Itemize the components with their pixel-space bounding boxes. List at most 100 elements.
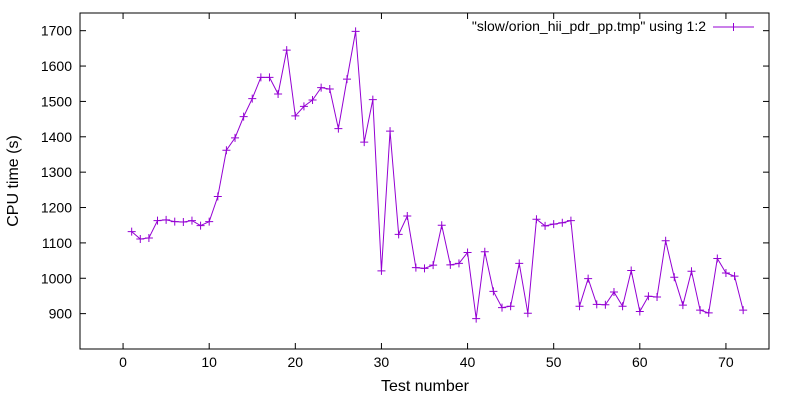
data-point xyxy=(515,259,524,268)
data-point xyxy=(687,267,696,276)
data-point xyxy=(739,306,748,315)
data-point xyxy=(256,73,265,82)
data-point xyxy=(325,85,334,94)
data-point xyxy=(704,308,713,317)
data-point xyxy=(523,309,532,318)
data-point xyxy=(601,300,610,309)
data-point xyxy=(144,233,153,242)
y-tick-label: 1100 xyxy=(42,235,72,251)
data-point xyxy=(678,301,687,310)
series-line xyxy=(131,31,744,319)
data-point xyxy=(239,112,248,121)
data-point xyxy=(670,273,679,282)
data-point xyxy=(721,268,730,277)
data-point xyxy=(162,215,171,224)
data-point xyxy=(635,307,644,316)
data-point xyxy=(627,266,636,275)
data-point xyxy=(618,302,627,311)
axis-ticks: 0 10 20 30 40 50 60 70 900 1000 1100 1200 1300 1400 15… xyxy=(41,13,769,370)
data-point xyxy=(541,221,550,230)
data-point xyxy=(368,95,377,104)
data-point xyxy=(317,83,326,92)
data-point xyxy=(136,235,145,244)
data-point xyxy=(653,293,662,302)
x-tick-label: 70 xyxy=(718,354,734,370)
data-series xyxy=(127,27,748,323)
y-tick-label: 1000 xyxy=(41,270,72,286)
data-point xyxy=(420,264,429,273)
x-tick-label: 10 xyxy=(201,354,217,370)
data-point xyxy=(609,288,618,297)
data-point xyxy=(170,217,179,226)
legend-marker-glyph xyxy=(729,23,738,31)
y-axis-label: CPU time (s) xyxy=(5,135,22,227)
data-point xyxy=(575,302,584,311)
data-point xyxy=(454,259,463,268)
data-point xyxy=(231,133,240,142)
x-tick-label: 20 xyxy=(288,354,304,370)
data-point xyxy=(506,302,515,311)
data-point xyxy=(308,96,317,105)
data-point xyxy=(205,217,214,226)
x-tick-label: 30 xyxy=(374,354,390,370)
data-point xyxy=(489,287,498,296)
data-point xyxy=(696,306,705,315)
x-axis-label: Test number xyxy=(381,378,470,395)
plot-frame xyxy=(79,12,770,350)
data-point xyxy=(187,216,196,225)
data-point xyxy=(480,247,489,256)
data-point xyxy=(386,127,395,136)
data-point xyxy=(730,272,739,281)
data-point xyxy=(334,124,343,133)
x-tick-label: 50 xyxy=(546,354,562,370)
data-point xyxy=(265,73,274,82)
data-point xyxy=(437,221,446,230)
x-tick-label: 0 xyxy=(119,354,127,370)
y-tick-label: 1400 xyxy=(41,129,72,145)
data-point xyxy=(179,218,188,227)
data-point xyxy=(196,221,205,230)
data-point xyxy=(282,46,291,55)
data-point xyxy=(532,215,541,224)
y-tick-label: 1300 xyxy=(41,164,72,180)
legend-marker xyxy=(729,23,738,31)
legend-label: "slow/orion_hii_pdr_pp.tmp" using 1:2 xyxy=(472,18,706,34)
x-tick-label: 60 xyxy=(632,354,648,370)
data-point xyxy=(498,303,507,312)
data-point xyxy=(291,111,300,120)
data-point xyxy=(472,314,481,323)
data-point xyxy=(446,260,455,269)
y-tick-label: 900 xyxy=(49,306,73,322)
data-point xyxy=(342,75,351,84)
data-point xyxy=(463,248,472,257)
data-point xyxy=(584,274,593,283)
data-point xyxy=(351,27,360,36)
data-point xyxy=(549,220,558,229)
data-point xyxy=(248,94,257,103)
data-point xyxy=(360,138,369,147)
data-point xyxy=(566,216,575,225)
data-point xyxy=(429,261,438,270)
y-tick-label: 1700 xyxy=(41,23,72,39)
data-point xyxy=(394,230,403,239)
data-point xyxy=(403,212,412,221)
data-point xyxy=(213,192,222,201)
y-tick-label: 1200 xyxy=(41,200,72,216)
data-point xyxy=(222,146,231,155)
y-tick-label: 1500 xyxy=(41,93,72,109)
data-point xyxy=(558,218,567,227)
data-point xyxy=(299,102,308,111)
data-point xyxy=(644,292,653,301)
data-point xyxy=(592,300,601,309)
y-tick-label: 1600 xyxy=(41,58,72,74)
data-point xyxy=(127,227,136,236)
x-tick-label: 40 xyxy=(460,354,476,370)
data-point xyxy=(411,263,420,272)
data-point xyxy=(274,89,283,98)
legend: "slow/orion_hii_pdr_pp.tmp" using 1:2 xyxy=(472,18,754,34)
data-point xyxy=(661,236,670,245)
data-point xyxy=(377,266,386,275)
data-point xyxy=(713,254,722,263)
data-point xyxy=(153,216,162,225)
